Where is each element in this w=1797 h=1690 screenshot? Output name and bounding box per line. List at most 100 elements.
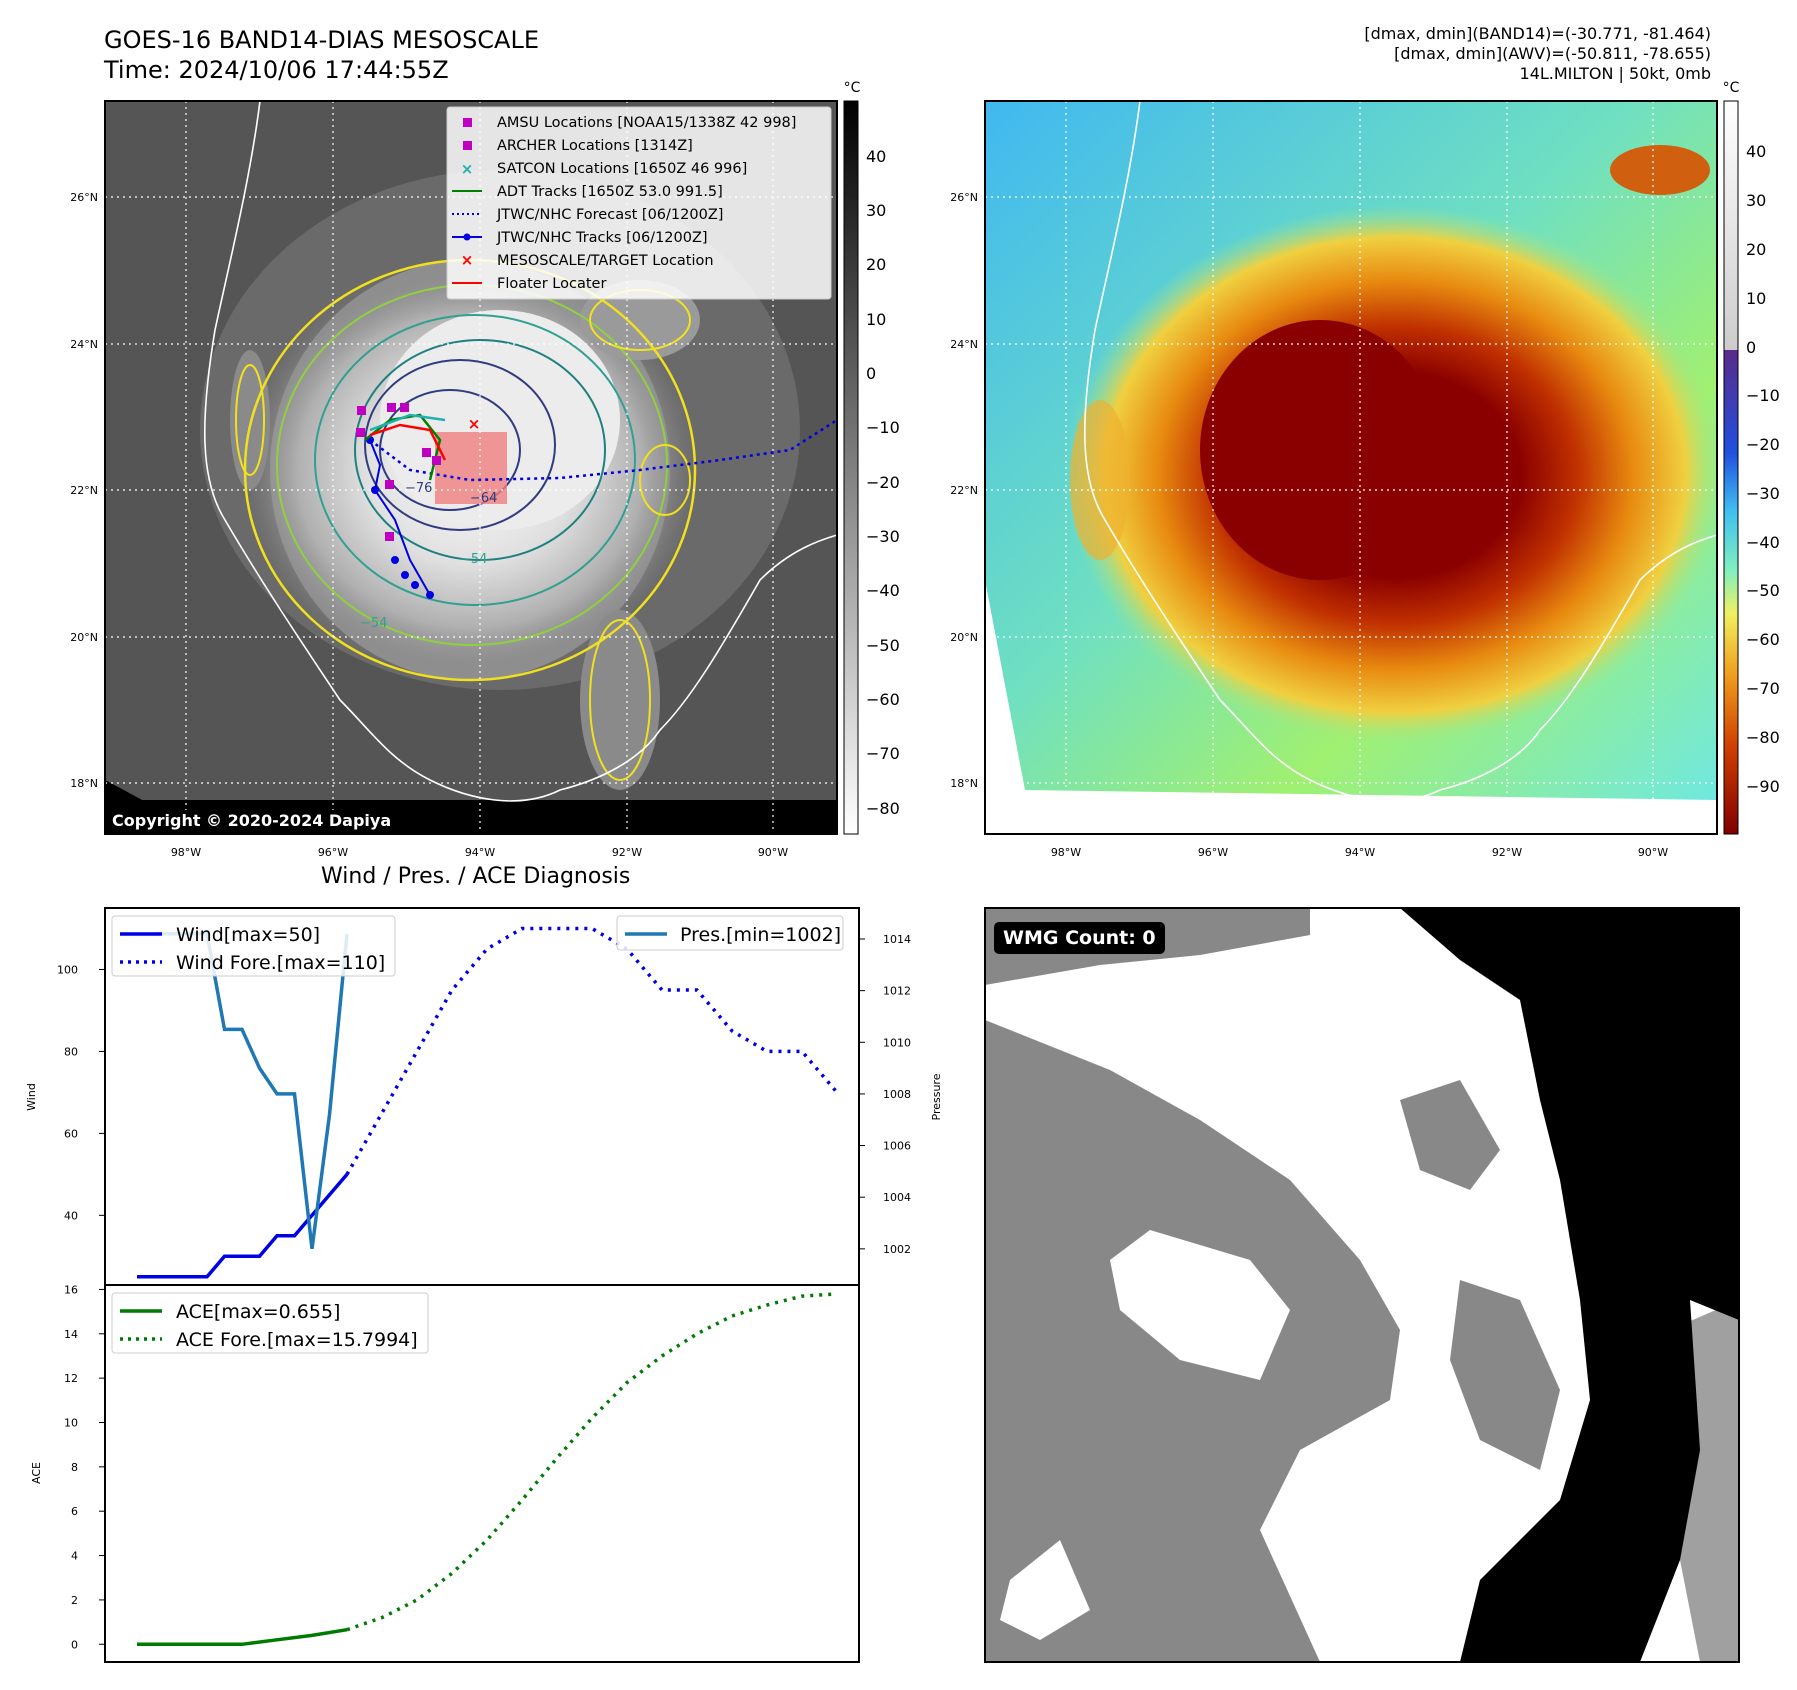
- wind-tick-label: 100: [57, 963, 78, 976]
- svg-text:96°W: 96°W: [318, 846, 348, 859]
- svg-text:22°N: 22°N: [70, 484, 98, 497]
- awv-lat-labels: 26°N 24°N 22°N 20°N 18°N: [950, 191, 978, 790]
- svg-text:26°N: 26°N: [950, 191, 978, 204]
- pressure-legend: Pres.[min=1002]: [616, 915, 844, 951]
- pressure-tick-label: 1004: [883, 1191, 911, 1204]
- info-awv-range: [dmax, dmin](AWV)=(-50.811, -78.655): [1394, 44, 1711, 63]
- svg-text:−30: −30: [1746, 484, 1780, 503]
- pressure-tick-label: 1008: [883, 1088, 911, 1101]
- pressure-axis-label: Pressure: [930, 1073, 943, 1120]
- ir-lat-labels: 26°N 24°N 22°N 20°N 18°N: [70, 191, 98, 790]
- svg-text:20: 20: [866, 255, 886, 274]
- wind-pressure-chart: 40 60 80 100 1002 1004 1006 1008 1010 1012 1014 W…: [25, 907, 943, 1286]
- legend-ace: ACE[max=0.655]: [176, 1301, 340, 1323]
- svg-text:96°W: 96°W: [1198, 846, 1228, 859]
- svg-text:20°N: 20°N: [70, 631, 98, 644]
- ir-gridlines: [105, 101, 837, 834]
- legend-wind: Wind[max=50]: [176, 924, 320, 946]
- svg-text:40: 40: [866, 147, 886, 166]
- map-legend: AMSU Locations [NOAA15/1338Z 42 998] ARC…: [446, 106, 832, 300]
- svg-text:94°W: 94°W: [465, 846, 495, 859]
- contour-label: −64: [470, 491, 497, 506]
- awv-colorbar: [1723, 100, 1739, 835]
- svg-text:90°W: 90°W: [758, 846, 788, 859]
- svg-text:20°N: 20°N: [950, 631, 978, 644]
- legend-target-marker: ×: [461, 251, 474, 269]
- awv-coastline: [1084, 100, 1718, 802]
- svg-text:40: 40: [1746, 142, 1766, 161]
- ir-colorbar-ticks: 40 30 20 10 0 −10 −20 −30 −40 −50 −60 −7…: [866, 147, 900, 818]
- ace-tick-label: 8: [71, 1461, 78, 1474]
- ir-lon-labels: 98°W 96°W 94°W 92°W 90°W: [171, 846, 788, 859]
- ace-line-0: [137, 1627, 348, 1647]
- ace-chart: 0 2 4 6 8 10 12 14 16 ACE ACE[max=0.655] ACE For…: [30, 1283, 860, 1663]
- svg-text:−90: −90: [1746, 777, 1780, 796]
- legend-floater: Floater Locater: [497, 276, 606, 292]
- legend-amsu-marker: [463, 118, 472, 127]
- svg-text:−40: −40: [866, 581, 900, 600]
- wmg-panel: [984, 907, 1740, 1663]
- info-band14-range: [dmax, dmin](BAND14)=(-30.771, -81.464): [1364, 24, 1711, 43]
- pressure-tick-label: 1014: [883, 933, 911, 946]
- ace-tick-label: 16: [64, 1283, 78, 1296]
- ace-line-1: [346, 1292, 838, 1632]
- awv-colorbar-unit: °C: [1723, 80, 1740, 96]
- legend-ace-forecast: ACE Fore.[max=15.7994]: [176, 1329, 418, 1351]
- legend-archer: ARCHER Locations [1314Z]: [497, 138, 693, 154]
- svg-text:18°N: 18°N: [950, 777, 978, 790]
- svg-text:−50: −50: [1746, 581, 1780, 600]
- ir-colorbar-unit: °C: [844, 80, 861, 96]
- svg-text:−60: −60: [866, 690, 900, 709]
- pressure-y-ticks: 1002 1004 1006 1008 1010 1012 1014: [859, 933, 911, 1256]
- ace-tick-label: 14: [64, 1328, 78, 1341]
- legend-pressure: Pres.[min=1002]: [680, 924, 841, 946]
- legend-wind-forecast: Wind Fore.[max=110]: [176, 952, 385, 974]
- ace-tick-label: 10: [64, 1416, 78, 1429]
- legend-amsu: AMSU Locations [NOAA15/1338Z 42 998]: [497, 115, 796, 131]
- svg-text:20: 20: [1746, 240, 1766, 259]
- svg-text:−30: −30: [866, 527, 900, 546]
- ace-tick-label: 12: [64, 1372, 78, 1385]
- svg-text:×: ×: [468, 415, 481, 433]
- svg-text:98°W: 98°W: [1051, 846, 1081, 859]
- ace-series-group: [137, 1292, 838, 1647]
- awv-gridlines: [985, 101, 1717, 834]
- svg-text:0: 0: [866, 364, 876, 383]
- svg-text:18°N: 18°N: [70, 777, 98, 790]
- svg-text:90°W: 90°W: [1638, 846, 1668, 859]
- svg-text:−50: −50: [866, 636, 900, 655]
- ir-coastline: [204, 100, 838, 802]
- svg-text:−80: −80: [1746, 728, 1780, 747]
- wind-series-group: [137, 926, 839, 1279]
- info-storm-id: 14L.MILTON | 50kt, 0mb: [1519, 64, 1711, 83]
- svg-text:92°W: 92°W: [612, 846, 642, 859]
- legend-adt: ADT Tracks [1650Z 53.0 991.5]: [497, 184, 723, 200]
- svg-text:0: 0: [1746, 338, 1756, 357]
- legend-target: MESOSCALE/TARGET Location: [497, 253, 714, 269]
- contour-label: −54: [460, 552, 487, 567]
- svg-text:−20: −20: [866, 473, 900, 492]
- series-line-1: [345, 926, 839, 1176]
- svg-text:10: 10: [866, 310, 886, 329]
- svg-text:−10: −10: [1746, 386, 1780, 405]
- pressure-tick-label: 1002: [883, 1243, 911, 1256]
- contour-label: −54: [360, 616, 387, 631]
- figure-title-line2: Time: 2024/10/06 17:44:55Z: [104, 56, 449, 84]
- pressure-tick-label: 1012: [883, 985, 911, 998]
- svg-text:−60: −60: [1746, 630, 1780, 649]
- svg-text:22°N: 22°N: [950, 484, 978, 497]
- figure-title-line1: GOES-16 BAND14-DIAS MESOSCALE: [104, 26, 540, 54]
- svg-text:−40: −40: [1746, 533, 1780, 552]
- legend-forecast: JTWC/NHC Forecast [06/1200Z]: [496, 207, 723, 223]
- svg-text:30: 30: [1746, 191, 1766, 210]
- svg-text:98°W: 98°W: [171, 846, 201, 859]
- svg-text:26°N: 26°N: [70, 191, 98, 204]
- wind-axis-label: Wind: [25, 1083, 38, 1111]
- legend-archer-marker: [463, 141, 472, 150]
- ir-colorbar: [843, 100, 859, 835]
- wind-y-ticks: 40 60 80 100: [57, 963, 105, 1222]
- copyright-label: Copyright © 2020-2024 Dapiya: [108, 810, 396, 831]
- svg-text:10: 10: [1746, 289, 1766, 308]
- svg-text:−80: −80: [866, 799, 900, 818]
- ace-tick-label: 2: [71, 1594, 78, 1607]
